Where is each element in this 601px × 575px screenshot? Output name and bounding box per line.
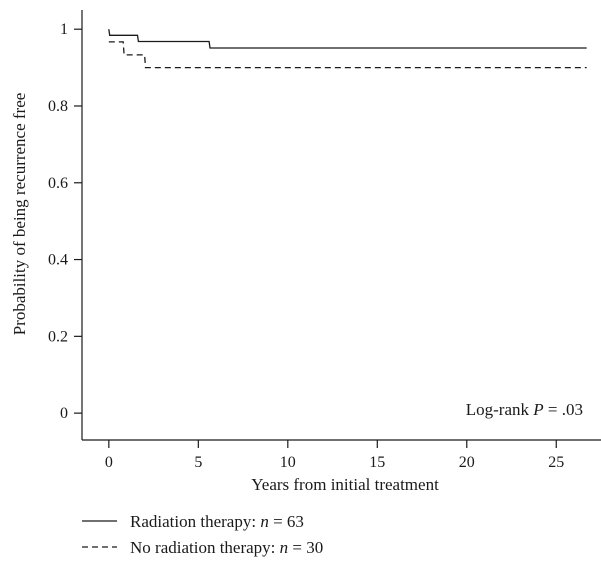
y-tick-label: 1	[60, 21, 68, 38]
x-tick-label: 10	[280, 454, 296, 471]
y-ticks: 0 0.2 0.4 0.6 0.8 1	[48, 21, 82, 422]
y-tick-label: 0.6	[48, 175, 68, 192]
x-tick-label: 25	[548, 454, 564, 471]
legend: Radiation therapy: n = 63 No radiation t…	[82, 512, 323, 557]
curve-radiation-therapy	[108, 29, 587, 49]
x-tick-label: 20	[459, 454, 475, 471]
legend-entry-no-radiation: No radiation therapy: n = 30	[82, 538, 323, 557]
legend-n-value-no-radiation: = 30	[288, 538, 323, 557]
x-ticks: 0 5 10 15 20 25	[105, 440, 564, 471]
survival-curves	[108, 29, 587, 69]
x-axis-title: Years from initial treatment	[251, 475, 439, 494]
plot-axes	[81, 10, 601, 441]
x-tick-label: 0	[105, 454, 113, 471]
legend-n-value-radiation: = 63	[269, 512, 304, 531]
y-tick-label: 0.8	[48, 98, 68, 115]
x-tick-label: 5	[194, 454, 202, 471]
legend-label-no-radiation-text: No radiation therapy:	[130, 538, 280, 557]
legend-n-symbol-no-radiation: n	[280, 538, 289, 557]
legend-label-radiation-text: Radiation therapy:	[130, 512, 260, 531]
y-axis-title: Probability of being recurrence free	[10, 93, 29, 336]
legend-label-radiation: Radiation therapy: n = 63	[130, 512, 304, 531]
log-rank-annotation: Log-rank P = .03	[466, 400, 583, 419]
log-rank-prefix: Log-rank	[466, 400, 534, 419]
legend-entry-radiation: Radiation therapy: n = 63	[82, 512, 304, 531]
p-symbol: P	[532, 400, 543, 419]
x-tick-label: 15	[369, 454, 385, 471]
y-tick-label: 0.2	[48, 328, 68, 345]
y-tick-label: 0	[60, 405, 68, 422]
y-tick-label: 0.4	[48, 252, 68, 269]
curve-no-radiation-therapy	[108, 41, 587, 69]
legend-n-symbol-radiation: n	[260, 512, 269, 531]
p-value: = .03	[544, 400, 583, 419]
legend-label-no-radiation: No radiation therapy: n = 30	[130, 538, 323, 557]
